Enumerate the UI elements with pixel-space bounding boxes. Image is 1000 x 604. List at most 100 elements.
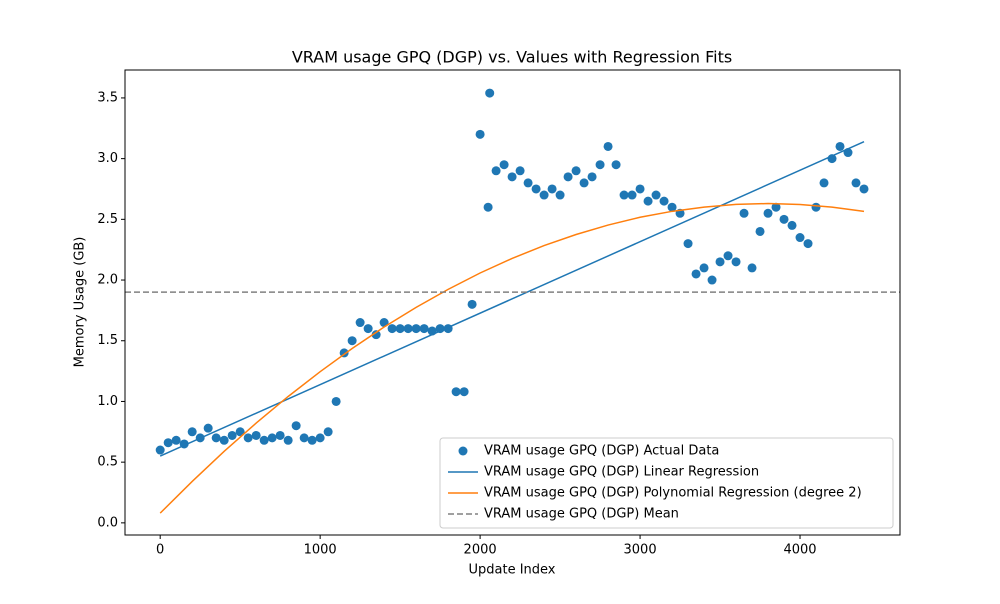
data-point xyxy=(227,430,237,440)
data-point xyxy=(763,208,773,218)
data-point xyxy=(211,433,221,443)
data-point xyxy=(563,172,573,182)
data-point xyxy=(187,427,197,437)
x-tick-label: 1000 xyxy=(304,543,337,558)
plot-frame xyxy=(124,69,901,536)
data-point xyxy=(219,435,229,445)
data-point xyxy=(627,190,637,200)
y-tick-label: 3.5 xyxy=(97,90,118,105)
y-tick-label: 1.0 xyxy=(97,394,118,409)
data-point xyxy=(499,160,509,170)
data-point xyxy=(755,226,765,236)
data-point xyxy=(523,178,533,188)
data-point xyxy=(451,387,461,397)
data-point xyxy=(539,190,549,200)
legend-label: VRAM usage GPQ (DGP) Mean xyxy=(484,507,679,522)
data-point xyxy=(467,299,477,309)
data-point xyxy=(363,324,373,334)
data-point xyxy=(299,433,309,443)
legend-label: VRAM usage GPQ (DGP) Actual Data xyxy=(484,444,719,459)
data-point xyxy=(699,263,709,273)
data-point xyxy=(731,257,741,267)
data-point xyxy=(515,166,525,176)
data-point xyxy=(307,435,317,445)
data-point xyxy=(555,190,565,200)
data-point xyxy=(571,166,581,176)
x-tick-label: 3000 xyxy=(624,543,657,558)
data-point xyxy=(635,184,645,194)
data-point xyxy=(579,178,589,188)
data-point xyxy=(611,160,621,170)
legend-box xyxy=(439,437,894,529)
data-point xyxy=(459,387,469,397)
data-point xyxy=(203,423,213,433)
data-point xyxy=(291,421,301,431)
data-point xyxy=(547,184,557,194)
data-point xyxy=(347,336,357,346)
data-point xyxy=(603,141,613,151)
data-point xyxy=(243,433,253,443)
data-point xyxy=(651,190,661,200)
legend-marker xyxy=(458,446,468,456)
data-point xyxy=(323,427,333,437)
data-point xyxy=(771,202,781,212)
data-point xyxy=(739,208,749,218)
data-point xyxy=(707,275,717,285)
data-point xyxy=(491,166,501,176)
data-point xyxy=(779,214,789,224)
data-point xyxy=(811,202,821,212)
x-axis-label: Update Index xyxy=(468,563,555,578)
y-tick-label: 0.5 xyxy=(97,455,118,470)
data-point xyxy=(355,318,365,328)
data-point xyxy=(507,172,517,182)
data-point xyxy=(595,160,605,170)
data-point xyxy=(803,239,813,249)
y-axis-label: Memory Usage (GB) xyxy=(73,237,88,368)
data-point xyxy=(795,233,805,243)
data-point xyxy=(643,196,653,206)
data-point xyxy=(475,129,485,139)
data-point xyxy=(835,141,845,151)
data-point xyxy=(163,438,173,448)
data-point xyxy=(411,324,421,334)
fit-line xyxy=(159,140,865,457)
y-tick-label: 1.5 xyxy=(97,333,118,348)
data-point xyxy=(619,190,629,200)
data-point xyxy=(435,324,445,334)
data-point xyxy=(723,251,733,261)
data-point xyxy=(659,196,669,206)
x-tick-label: 2000 xyxy=(464,543,497,558)
plot-area xyxy=(125,88,900,514)
y-tick-label: 0.0 xyxy=(97,515,118,530)
data-point xyxy=(419,324,429,334)
fit-line xyxy=(159,202,865,514)
data-point xyxy=(819,178,829,188)
data-point xyxy=(691,269,701,279)
data-point xyxy=(155,445,165,455)
y-tick-label: 2.0 xyxy=(97,273,118,288)
data-point xyxy=(235,427,245,437)
y-tick-label: 3.0 xyxy=(97,151,118,166)
data-point xyxy=(851,178,861,188)
data-point xyxy=(667,202,677,212)
data-point xyxy=(387,324,397,334)
chart-title: VRAM usage GPQ (DGP) vs. Values with Reg… xyxy=(292,48,732,67)
data-point xyxy=(315,433,325,443)
data-point xyxy=(371,330,381,340)
data-point xyxy=(587,172,597,182)
data-point xyxy=(403,324,413,334)
data-point xyxy=(683,239,693,249)
data-point xyxy=(267,433,277,443)
data-point xyxy=(483,202,493,212)
data-point xyxy=(395,324,405,334)
data-point xyxy=(787,220,797,230)
y-tick-label: 2.5 xyxy=(97,212,118,227)
data-point xyxy=(259,435,269,445)
data-point xyxy=(485,88,495,98)
x-tick-label: 0 xyxy=(156,543,164,558)
legend-label: VRAM usage GPQ (DGP) Linear Regression xyxy=(484,465,759,480)
data-point xyxy=(715,257,725,267)
data-point xyxy=(251,430,261,440)
x-tick-label: 4000 xyxy=(783,543,816,558)
